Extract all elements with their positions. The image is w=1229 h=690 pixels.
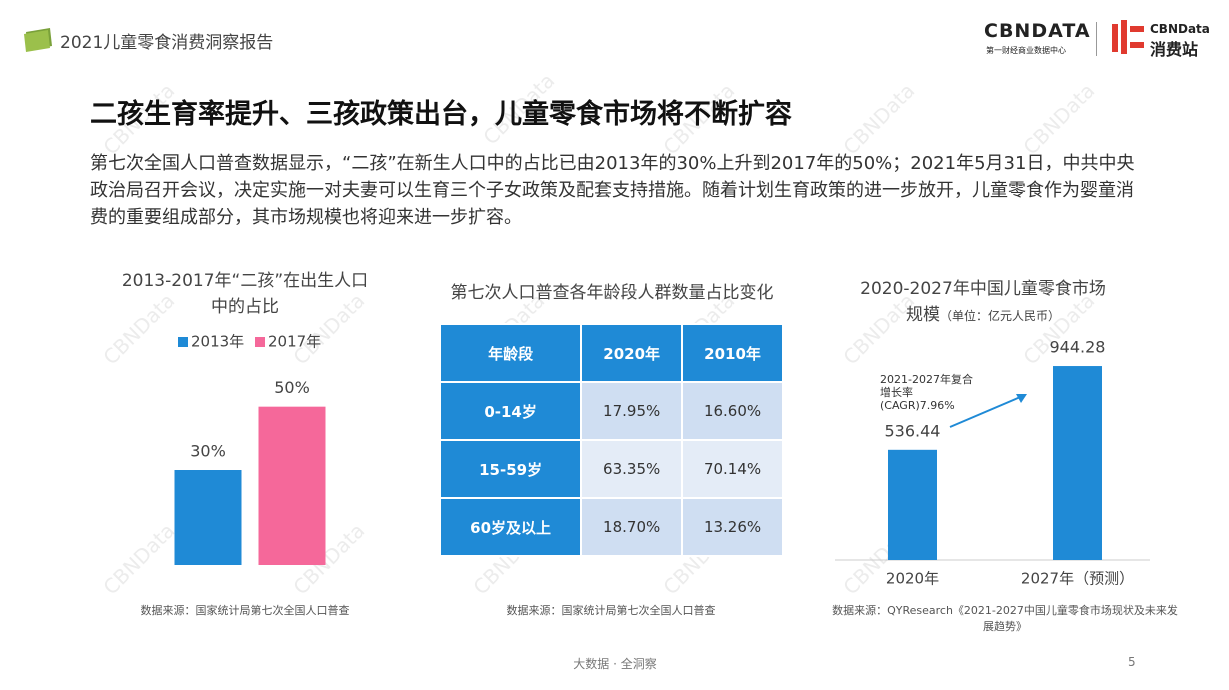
chart-subtitle: （单位：亿元人民币） xyxy=(939,309,1060,323)
logo-divider xyxy=(1096,22,1097,56)
bar xyxy=(258,406,326,565)
bar xyxy=(174,470,242,565)
table-row: 60岁及以上 18.70% 13.26% xyxy=(438,497,784,557)
source: 数据来源：国家统计局第七次全国人口普查 xyxy=(506,604,716,617)
x-tick-label: 2020年 xyxy=(886,570,939,588)
watermark: CBNData xyxy=(1018,78,1099,159)
logo-main: CBNDATA xyxy=(984,20,1091,42)
table: 年龄段 2020年 2010年 0-14岁 17.95% 16.60% 15-59岁 63.3… xyxy=(438,323,784,557)
logo-main-sub: 第一财经商业数据中心 xyxy=(986,46,1066,55)
table-cell: 13.26% xyxy=(681,497,784,557)
page-number: 5 xyxy=(1128,655,1136,669)
report-title: 2021儿童零食消费洞察报告 xyxy=(60,33,274,53)
table-title: 第七次人口普查各年龄段人群数量占比变化 xyxy=(450,283,774,303)
chart: 2013年 2017年 30% 50% xyxy=(174,333,326,565)
table-cell: 17.95% xyxy=(580,381,684,441)
table-cell: 18.70% xyxy=(580,497,684,557)
footer-slogan: 大数据 · 全洞察 xyxy=(573,657,657,671)
table-row-header: 60岁及以上 xyxy=(438,497,583,557)
annotation: 2021-2027年复合增长率(CAGR)7.96% xyxy=(880,373,973,412)
table-header-row: 年龄段 2020年 2010年 xyxy=(438,323,784,383)
source: 数据来源：国家统计局第七次全国人口普查 xyxy=(140,604,350,617)
table-row-header: 15-59岁 xyxy=(438,439,583,499)
table-header-cell: 2010年 xyxy=(681,323,784,383)
watermark: CBNData xyxy=(838,78,919,159)
chart: 536.44 2020年 944.28 2027年（预测） xyxy=(835,338,1150,588)
x-tick-label: 2027年（预测） xyxy=(1021,570,1134,588)
table-row: 15-59岁 63.35% 70.14% xyxy=(438,439,784,499)
chart-title: 2013-2017年“二孩”在出生人口中的占比 xyxy=(121,271,369,317)
header-icon xyxy=(24,28,52,52)
table-cell: 16.60% xyxy=(681,381,784,441)
table-cell: 70.14% xyxy=(681,439,784,499)
logo-icon xyxy=(1112,20,1144,54)
chart-title-text: 2020-2027年中国儿童零食市场规模 xyxy=(860,279,1106,325)
legend-label: 2013年 xyxy=(191,333,244,351)
slide-title: 二孩生育率提升、三孩政策出台，儿童零食市场将不断扩容 xyxy=(90,99,792,130)
chart-title: 2020-2027年中国儿童零食市场规模（单位：亿元人民币） xyxy=(852,276,1114,329)
table-row: 0-14岁 17.95% 16.60% xyxy=(438,381,784,441)
value-label: 50% xyxy=(274,378,310,397)
source: 数据来源：QYResearch《2021-2027中国儿童零食市场现状及未来发展… xyxy=(832,604,1178,633)
logo-second: CBNData xyxy=(1150,22,1210,36)
legend-swatch xyxy=(178,337,188,347)
legend-label: 2017年 xyxy=(268,333,321,351)
table-header-cell: 2020年 xyxy=(580,323,684,383)
bar xyxy=(1053,366,1102,560)
arrow xyxy=(949,394,1026,428)
value-label: 944.28 xyxy=(1050,338,1106,357)
arrow-head xyxy=(1016,394,1027,403)
table-row-header: 0-14岁 xyxy=(438,381,583,441)
paragraph: 第七次全国人口普查数据显示，“二孩”在新生人口中的占比已由2013年的30%上升… xyxy=(90,153,1135,228)
legend-swatch xyxy=(255,337,265,347)
value-label: 536.44 xyxy=(885,421,941,440)
table-header-cell: 年龄段 xyxy=(438,323,583,383)
value-label: 30% xyxy=(190,442,226,461)
bar xyxy=(888,449,937,560)
table-cell: 63.35% xyxy=(580,439,684,499)
logo-second-sub: 消费站 xyxy=(1150,40,1199,59)
